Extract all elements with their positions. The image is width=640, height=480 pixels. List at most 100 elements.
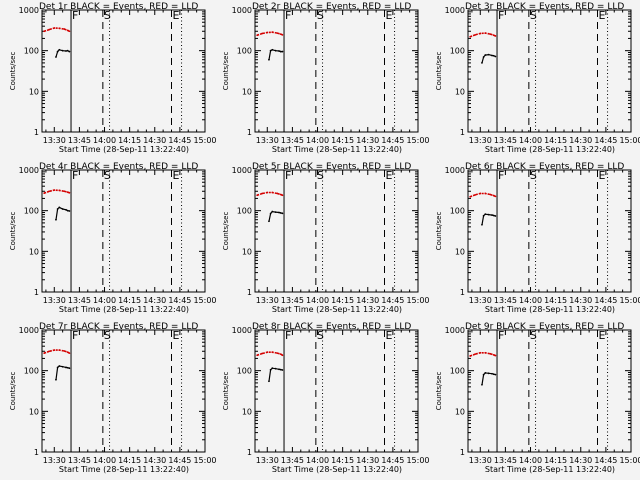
x-axis-label: Start Time (28-Sep-11 13:22:40)	[485, 465, 615, 474]
x-tick-label: 14:00	[306, 296, 329, 305]
data-point	[492, 194, 495, 197]
data-point	[469, 35, 472, 38]
data-point	[487, 213, 490, 216]
panel-title: Det 2r BLACK = Events, RED = LLD	[252, 2, 411, 12]
y-tick-label: 1	[247, 128, 252, 137]
data-point	[278, 50, 280, 52]
data-point	[474, 33, 477, 36]
y-tick-label: 1000	[19, 326, 39, 335]
marker-label: F	[498, 9, 504, 22]
x-tick-label: 14:00	[519, 456, 542, 465]
marker-label: F	[72, 329, 78, 342]
data-point	[281, 369, 284, 371]
x-tick-label: 14:30	[569, 296, 592, 305]
data-point	[489, 33, 492, 36]
x-tick-label: 15:00	[406, 136, 429, 145]
data-point	[256, 354, 259, 357]
data-point	[281, 194, 284, 197]
data-point	[61, 365, 64, 368]
data-point	[479, 32, 482, 35]
panel-title: Det 9r BLACK = Events, RED = LLD	[465, 322, 624, 332]
y-tick-label: 100	[24, 367, 39, 376]
y-tick-label: 100	[450, 367, 465, 376]
data-point	[482, 56, 485, 58]
y-tick-label: 1	[460, 128, 465, 137]
x-tick-label: 13:30	[469, 296, 492, 305]
plot-frame	[41, 9, 206, 133]
data-point	[274, 211, 277, 214]
y-tick-label: 100	[237, 47, 252, 56]
data-point	[68, 50, 71, 53]
x-tick-label: 14:45	[168, 136, 191, 145]
data-point	[491, 214, 493, 216]
plot-frame	[467, 9, 632, 133]
x-tick-label: 14:15	[331, 136, 354, 145]
marker-label: F	[285, 9, 291, 22]
marker-label: E	[386, 329, 393, 342]
y-axis-label: Counts/sec	[435, 372, 443, 411]
data-point	[494, 35, 497, 37]
data-point	[484, 351, 487, 354]
data-point	[484, 54, 487, 56]
x-tick-label: 14:30	[143, 136, 166, 145]
data-point	[271, 367, 274, 370]
data-point	[58, 349, 61, 352]
y-tick-label: 1000	[445, 166, 465, 175]
x-tick-label: 14:15	[331, 456, 354, 465]
x-tick-label: 14:30	[356, 296, 379, 305]
x-tick-label: 14:30	[569, 456, 592, 465]
data-point	[58, 206, 61, 209]
data-point	[68, 367, 71, 370]
data-point	[48, 28, 51, 31]
marker-label: S	[530, 329, 537, 342]
y-axis-label: Counts/sec	[9, 52, 17, 91]
y-tick-label: 1	[34, 128, 39, 137]
x-tick-label: 14:30	[143, 456, 166, 465]
x-tick-label: 14:15	[118, 136, 141, 145]
x-tick-label: 14:15	[331, 296, 354, 305]
marker-label: E	[173, 329, 180, 342]
y-tick-label: 10	[455, 407, 465, 416]
panel-det-5: Det 5r BLACK = Events, RED = LLD 1 10 100 10…	[222, 162, 430, 314]
x-tick-label: 15:00	[406, 456, 429, 465]
marker-label: S	[317, 329, 324, 342]
data-point	[48, 350, 51, 353]
data-point	[279, 33, 282, 36]
y-axis-label: Counts/sec	[9, 212, 17, 251]
data-point	[61, 208, 64, 210]
data-point	[268, 58, 270, 61]
x-axis-label: Start Time (28-Sep-11 13:22:40)	[59, 465, 189, 474]
marker-label: F	[498, 329, 504, 342]
x-tick-label: 13:30	[43, 136, 66, 145]
data-point	[484, 32, 487, 35]
data-point	[66, 49, 69, 52]
x-axis-label: Start Time (28-Sep-11 13:22:40)	[272, 305, 402, 314]
lld-series	[43, 27, 70, 33]
data-point	[479, 351, 482, 354]
y-tick-label: 1000	[232, 326, 252, 335]
x-tick-label: 14:45	[381, 296, 404, 305]
x-tick-label: 13:30	[256, 456, 279, 465]
lld-series	[43, 189, 70, 194]
lld-series	[256, 351, 283, 356]
data-point	[484, 213, 487, 216]
data-point	[43, 352, 46, 355]
data-point	[489, 352, 492, 355]
data-point	[53, 349, 56, 352]
y-tick-label: 1000	[232, 6, 252, 15]
y-tick-label: 100	[450, 207, 465, 216]
lld-series	[469, 351, 496, 357]
data-point	[271, 48, 274, 51]
x-tick-label: 13:45	[68, 456, 91, 465]
data-point	[278, 211, 280, 214]
x-tick-label: 13:45	[494, 456, 517, 465]
data-point	[269, 49, 272, 52]
data-point	[494, 55, 497, 58]
data-point	[271, 210, 274, 213]
panel-title: Det 6r BLACK = Events, RED = LLD	[465, 162, 624, 172]
y-tick-label: 100	[450, 47, 465, 56]
panel-det-6: Det 6r BLACK = Events, RED = LLD 1 10 100 10…	[435, 162, 640, 314]
lld-series	[469, 32, 496, 38]
y-tick-label: 10	[242, 407, 252, 416]
data-point	[271, 351, 274, 354]
